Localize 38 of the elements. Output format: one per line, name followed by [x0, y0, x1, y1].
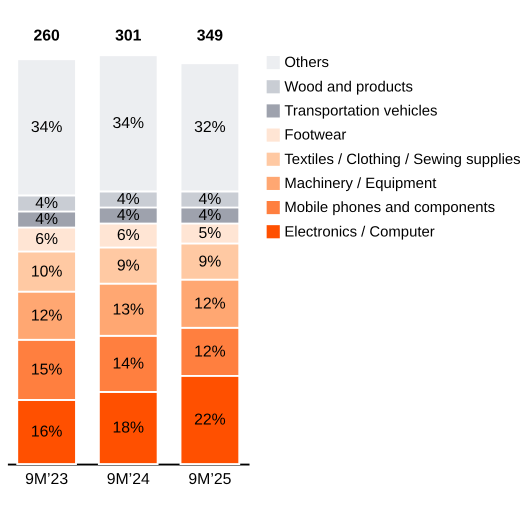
data-label: 12% [30, 307, 62, 324]
legend-label: Footwear [284, 128, 346, 144]
data-label: 6% [116, 227, 140, 244]
x-tick-label: 9M’24 [106, 471, 150, 488]
data-label: 15% [30, 362, 62, 378]
data-label: 34% [112, 114, 144, 132]
legend-label: Mobile phones and components [284, 200, 496, 216]
data-label: 18% [112, 420, 144, 437]
legend-label: Wood and products [284, 79, 413, 96]
legend-label: Machinery / Equipment [284, 176, 438, 192]
text: 349 [196, 27, 224, 44]
data-label: 22% [194, 412, 226, 429]
data-label: 9% [116, 257, 140, 274]
data-label: 10% [30, 263, 62, 280]
data-label: 4% [198, 207, 222, 224]
x-tick-label: 9M’23 [25, 471, 68, 488]
data-label: 34% [30, 118, 62, 136]
legend-label: Transportation vehicles [284, 104, 438, 120]
data-label: 4% [35, 211, 58, 228]
legend-label: Textiles / Clothing / Sewing supplies [284, 152, 521, 168]
x-tick-label: 9M’25 [188, 471, 232, 488]
data-label: 5% [198, 225, 222, 242]
legend-label: Others [284, 55, 329, 72]
data-label: 4% [198, 191, 222, 208]
data-label: 4% [35, 195, 58, 212]
data-label: 32% [194, 118, 226, 136]
data-label: 9% [198, 253, 222, 270]
data-label: 14% [112, 355, 144, 372]
data-label: 16% [30, 424, 62, 441]
legend-label: Electronics / Computer [284, 224, 435, 240]
text: 260 [33, 27, 60, 44]
data-label: 4% [116, 191, 140, 208]
data-label: 4% [116, 207, 140, 224]
data-label: 6% [35, 231, 58, 248]
data-label: 12% [194, 343, 226, 360]
data-label: 13% [112, 301, 144, 318]
data-label: 12% [194, 295, 226, 312]
text: 301 [115, 27, 142, 44]
